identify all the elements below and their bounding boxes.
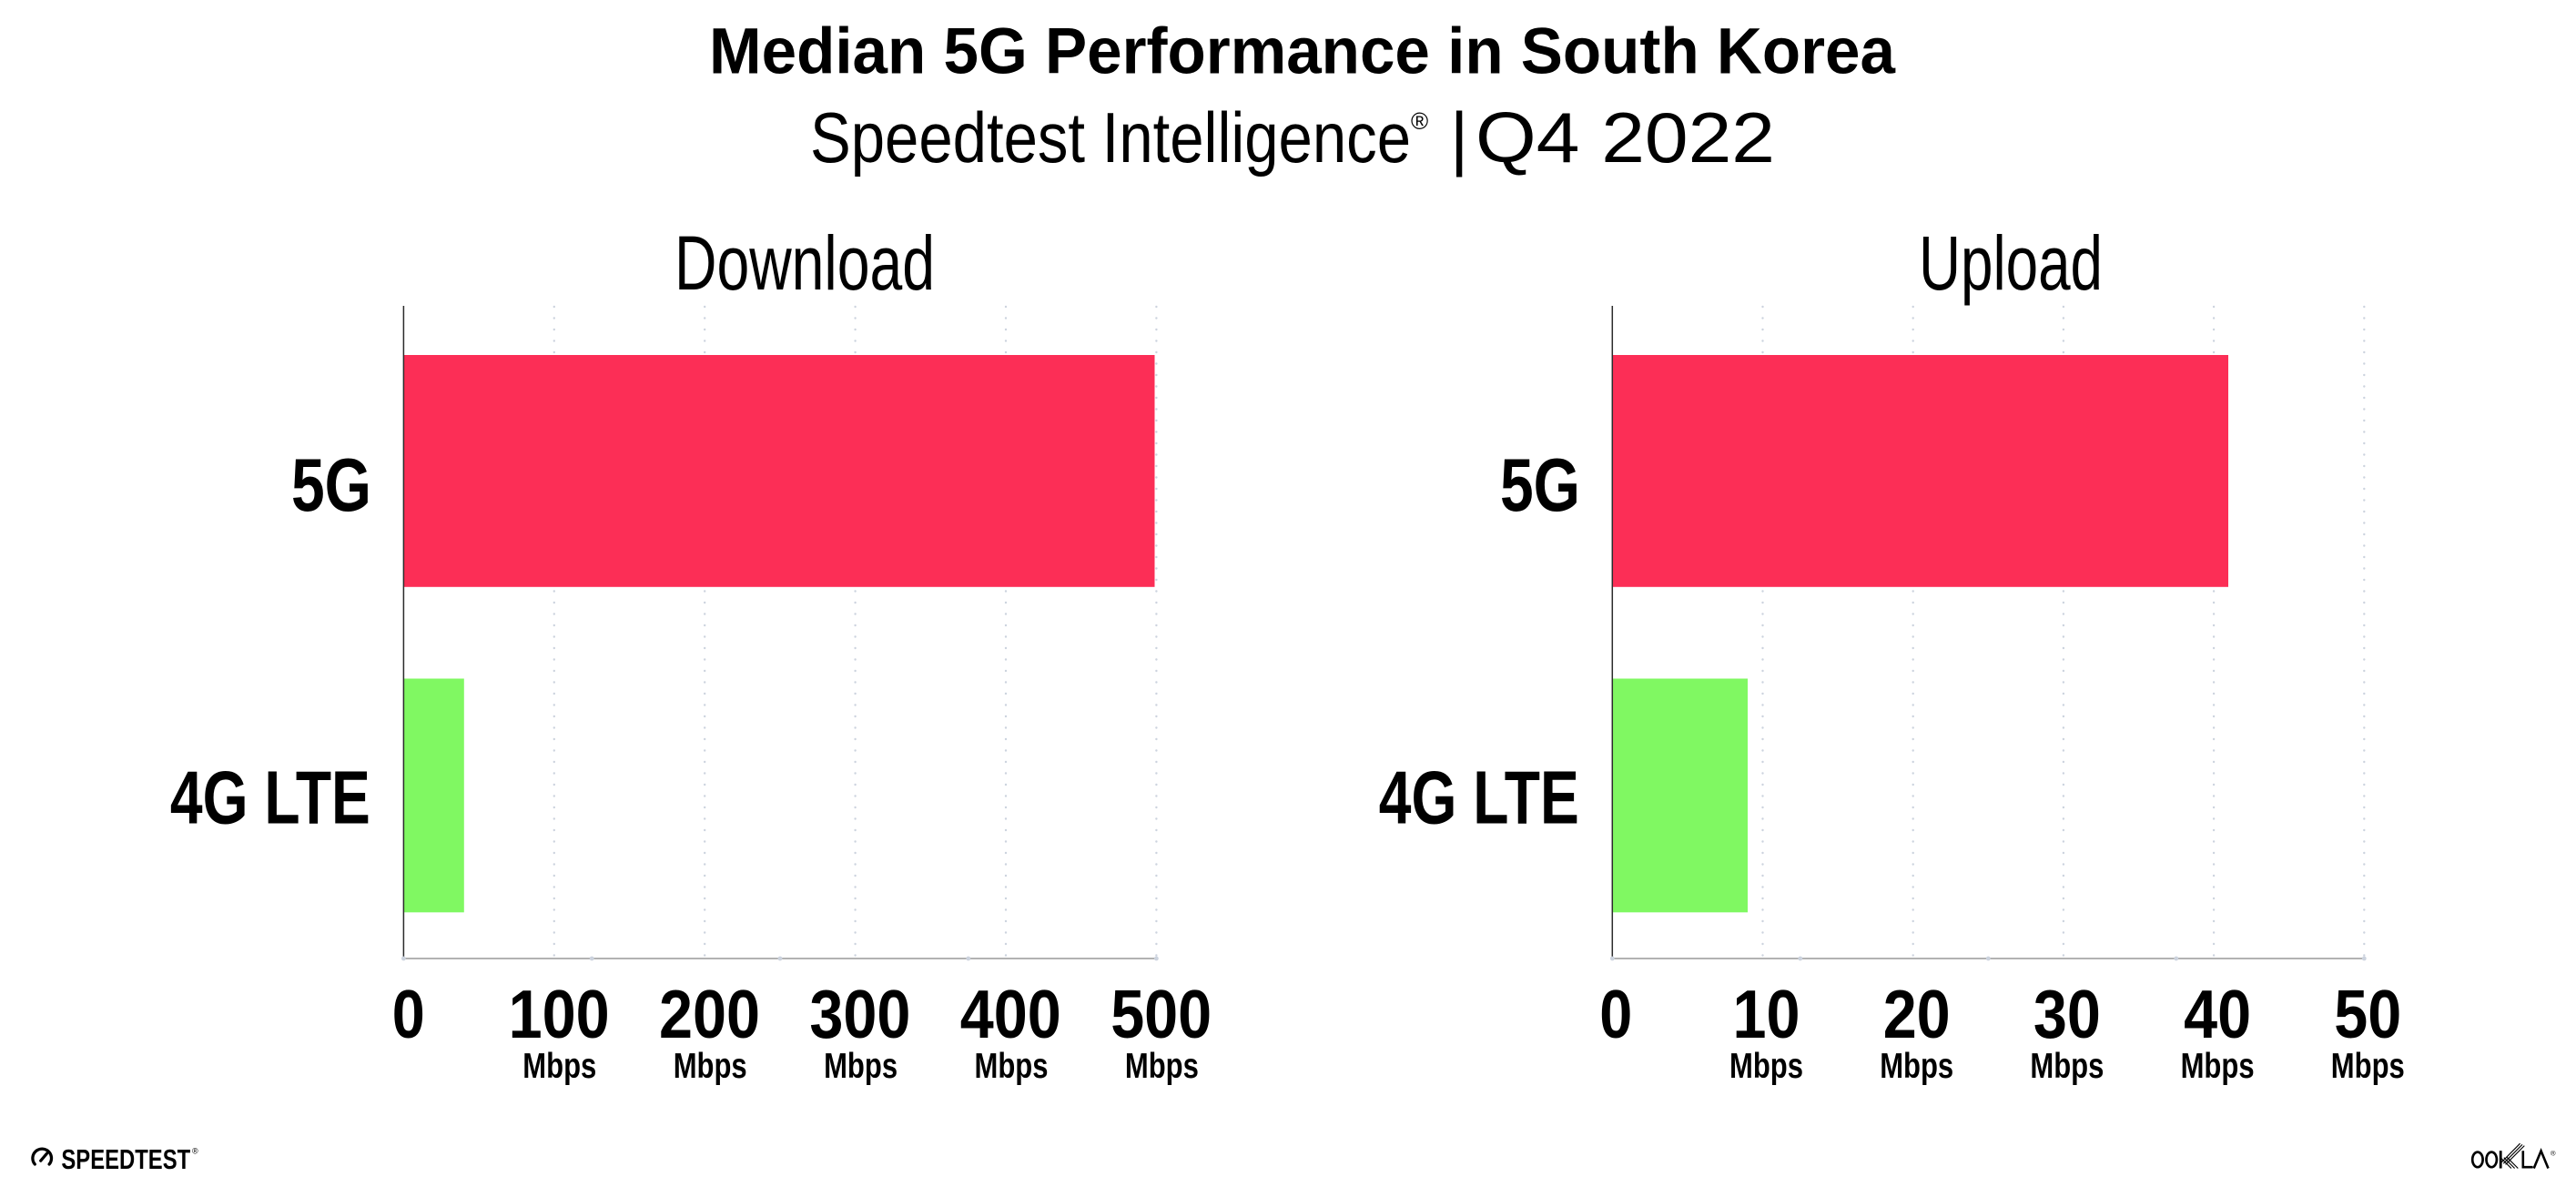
svg-text:50: 50 — [2334, 976, 2401, 1052]
svg-text:Mbps: Mbps — [1125, 1047, 1199, 1086]
svg-text:Mbps: Mbps — [1729, 1047, 1803, 1086]
svg-text:Mbps: Mbps — [522, 1047, 596, 1086]
svg-text:Mbps: Mbps — [1880, 1047, 1953, 1086]
svg-text:500: 500 — [1111, 976, 1212, 1052]
svg-text:4G LTE: 4G LTE — [170, 756, 370, 840]
svg-text:40: 40 — [2184, 976, 2251, 1052]
svg-text:Mbps: Mbps — [2331, 1047, 2405, 1086]
svg-text:5G: 5G — [291, 442, 371, 527]
svg-text:400: 400 — [960, 976, 1061, 1052]
svg-text:200: 200 — [659, 976, 760, 1052]
svg-text:Upload: Upload — [1919, 220, 2103, 306]
svg-text:Mbps: Mbps — [674, 1047, 747, 1086]
svg-text:|: | — [1450, 97, 1468, 178]
svg-text:Q4 2022: Q4 2022 — [1476, 97, 1775, 178]
svg-text:Mbps: Mbps — [2181, 1047, 2255, 1086]
svg-text:20: 20 — [1883, 976, 1951, 1052]
svg-text:Median 5G Performance in South: Median 5G Performance in South Korea — [709, 16, 1895, 88]
svg-text:Mbps: Mbps — [975, 1047, 1049, 1086]
svg-text:100: 100 — [509, 976, 610, 1052]
svg-text:Speedtest Intelligence: Speedtest Intelligence — [810, 97, 1411, 178]
svg-text:Mbps: Mbps — [824, 1047, 898, 1086]
svg-text:SPEEDTEST: SPEEDTEST — [61, 1144, 190, 1175]
svg-text:Mbps: Mbps — [2030, 1047, 2104, 1086]
svg-text:0: 0 — [1599, 976, 1632, 1052]
svg-text:30: 30 — [2033, 976, 2101, 1052]
svg-text:300: 300 — [809, 976, 910, 1052]
svg-text:®: ® — [2551, 1150, 2556, 1158]
svg-text:Download: Download — [674, 220, 935, 306]
svg-text:®: ® — [1411, 107, 1428, 135]
svg-text:®: ® — [192, 1147, 198, 1156]
svg-text:4G LTE: 4G LTE — [1379, 756, 1579, 840]
svg-text:10: 10 — [1733, 976, 1800, 1052]
svg-text:0: 0 — [392, 976, 425, 1052]
svg-text:5G: 5G — [1500, 442, 1580, 527]
